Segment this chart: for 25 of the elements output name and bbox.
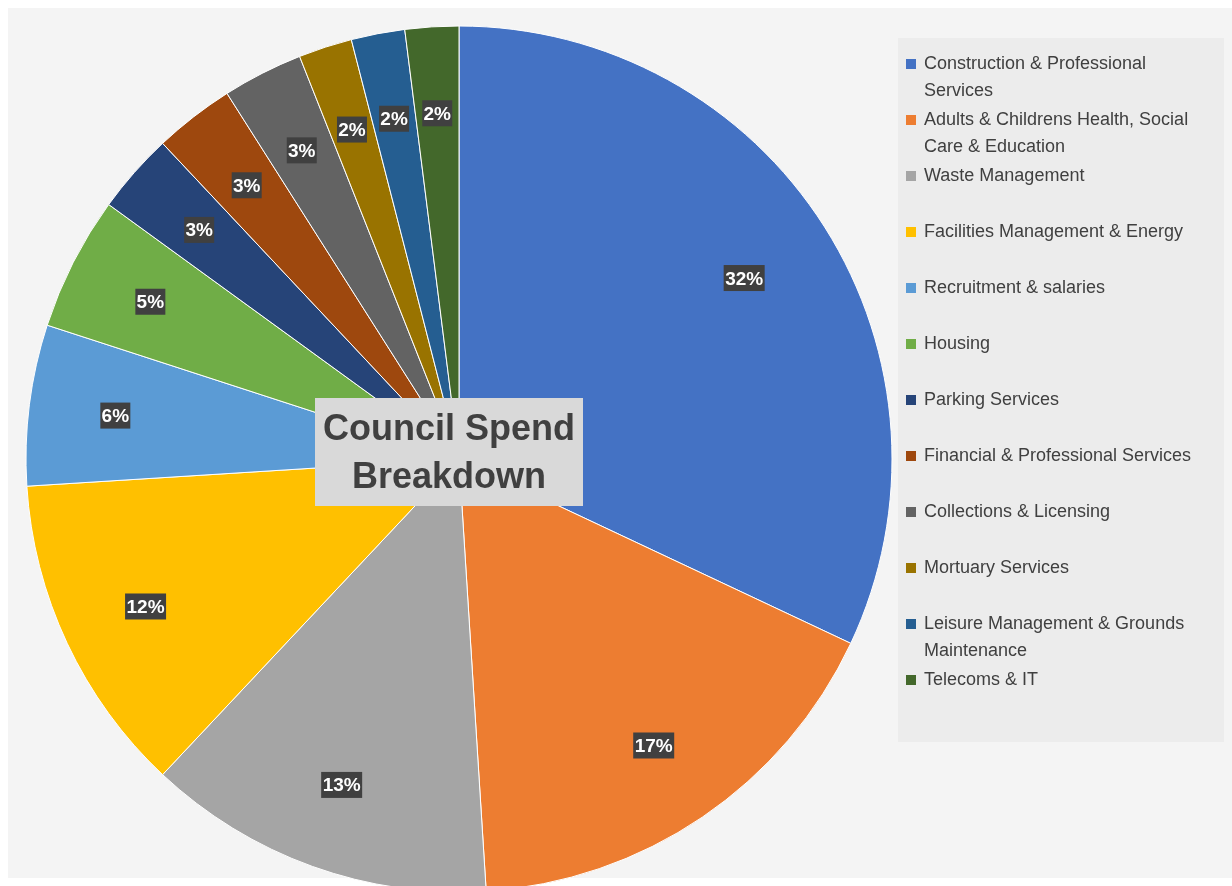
legend-label: Leisure Management & Grounds Maintenance xyxy=(924,612,1186,662)
legend-label: Waste Management xyxy=(924,164,1085,187)
data-label: 3% xyxy=(232,174,261,196)
data-label: 13% xyxy=(322,774,361,796)
legend-label: Housing xyxy=(924,332,991,355)
data-label: 32% xyxy=(725,267,764,289)
legend-label: Mortuary Services xyxy=(924,556,1070,579)
legend-label: Financial & Professional Services xyxy=(924,444,1192,467)
legend-label: Collections & Licensing xyxy=(924,500,1111,523)
legend-label: Telecoms & IT xyxy=(924,668,1039,691)
data-label: 3% xyxy=(288,139,316,161)
legend-label: Recruitment & salaries xyxy=(924,276,1106,299)
legend-label: Parking Services xyxy=(924,388,1060,411)
data-label: 12% xyxy=(126,595,165,617)
data-label: 17% xyxy=(634,735,673,756)
legend-label: Facilities Management & Energy xyxy=(924,220,1184,243)
text: Council Spend Breakdown xyxy=(315,398,583,506)
data-label: 2% xyxy=(380,108,408,130)
data-label: 6% xyxy=(101,405,130,427)
data-label: 5% xyxy=(136,291,165,313)
data-label: 3% xyxy=(185,219,213,241)
data-label: 2% xyxy=(423,102,452,124)
data-label: 2% xyxy=(338,119,366,141)
legend-label: Adults & Childrens Health, Social Care & Education xyxy=(924,108,1190,158)
legend-label: Construction & Professional Services xyxy=(924,52,1148,102)
